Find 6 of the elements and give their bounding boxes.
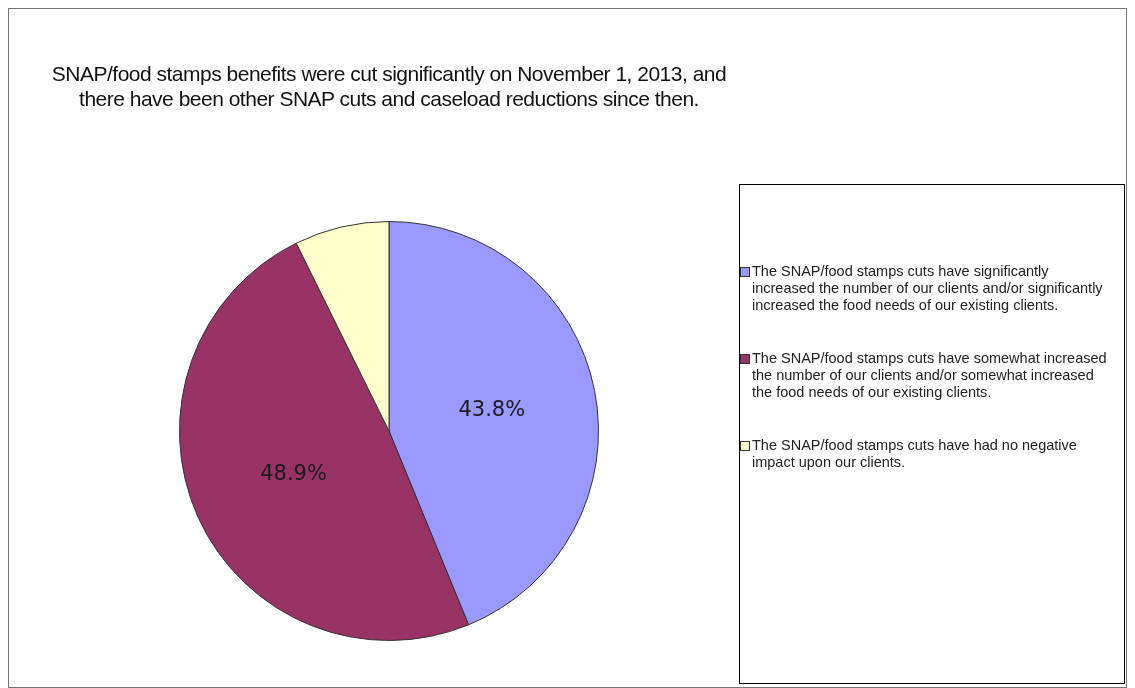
legend-label: The SNAP/food stamps cuts have significantly increased the number of our clients and/or significantly increased the food needs of our existing clients. (752, 263, 1104, 314)
legend-label: The SNAP/food stamps cuts have somewhat increased the number of our clients and/or somewhat increased the food needs of our existing clients. (752, 350, 1108, 401)
data-label: 48.9% (260, 460, 327, 485)
data-label: 43.8% (458, 397, 526, 422)
chart-title: SNAP/food stamps benefits were cut significantly on November 1, 2013, and there have been other SNAP cuts and caseload reductions since then. (50, 61, 728, 111)
legend-label: The SNAP/food stamps cuts have had no negative impact upon our clients. (752, 437, 1078, 471)
